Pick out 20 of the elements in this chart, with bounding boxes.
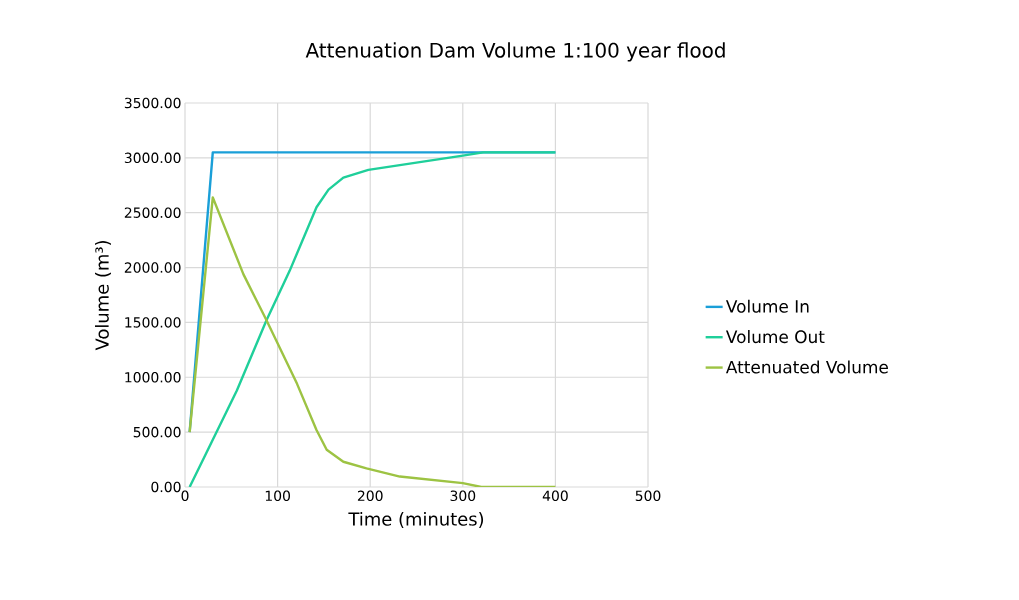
y-tick-label: 2500.00 [124,207,181,218]
y-tick-label: 1000.00 [125,371,181,383]
x-tick-label: 0 [181,490,189,502]
x-tick-label: 200 [357,490,383,502]
x-tick-label: 400 [542,490,568,502]
chart-title: Attenuation Dam Volume 1:100 year flood [305,42,725,62]
y-tick-label: 0.00 [151,481,181,493]
y-axis-title: Volume (m³) [94,241,111,351]
y-tick-label: 500.00 [133,426,181,438]
x-axis-title: Time (minutes) [348,511,484,528]
y-tick-label: 2000.00 [124,262,181,273]
legend-label: Volume Out [725,330,825,344]
x-tick-label: 300 [450,490,476,502]
legend-label: Volume In [725,299,809,313]
x-tick-label: 500 [635,490,661,502]
x-tick-label: 100 [265,490,290,502]
legend-label: Attenuated Volume [725,360,888,374]
y-tick-label: 3500.00 [124,97,181,109]
y-tick-label: 1500.00 [125,317,181,328]
y-tick-label: 3000.00 [124,152,181,164]
